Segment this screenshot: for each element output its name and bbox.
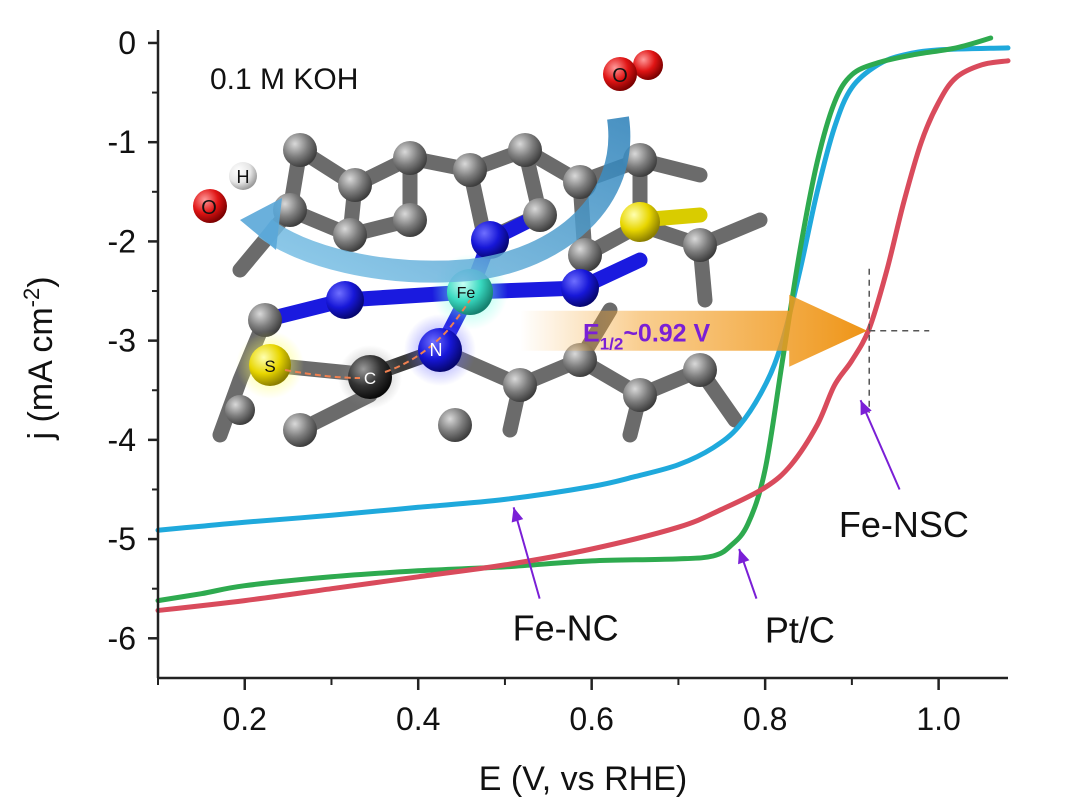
atom-label-s: S [264, 357, 275, 376]
half-wave-suffix: ~0.92 V [623, 320, 710, 348]
x-tick-label: 0.4 [396, 701, 440, 737]
y-tick-label: -2 [108, 223, 136, 259]
atom-label-c: C [364, 369, 376, 388]
half-wave-prefix: E [583, 320, 600, 348]
series-layer [155, 35, 1011, 613]
half-wave-label: E1/2~0.92 V [583, 320, 711, 354]
series-label-pt-c: Pt/C [765, 609, 835, 650]
series-line-fe-nc [155, 45, 1011, 533]
carbon-atoms [225, 133, 717, 447]
label-pointer-line [859, 399, 901, 490]
y-axis-label: j (mA cm-2) [19, 276, 60, 440]
label-pointer-head [738, 549, 750, 565]
x-tick-label: 0.8 [743, 701, 787, 737]
series-label-fe-nc: Fe-NC [513, 607, 619, 648]
half-wave-arrow [520, 294, 868, 367]
y-tick-label: -5 [108, 521, 136, 557]
y-axis-label-main: j (mA cm [22, 307, 60, 440]
electrolyte-label: 0.1 M KOH [210, 63, 358, 96]
reaction-arrow-head [240, 198, 282, 250]
sulfur-atom [249, 344, 291, 386]
sulfur-atom-right [620, 202, 660, 242]
axes: 0.2 0.4 0.6 0.8 1.0 0 -1 -2 -3 -4 -5 -6 [108, 25, 1008, 737]
label-pointer-line [512, 507, 541, 599]
y-tick-label: -1 [108, 124, 136, 160]
label-pointer-head [860, 400, 872, 416]
y-ticks: 0 -1 -2 -3 -4 -5 -6 [108, 25, 158, 656]
half-wave-marker: E1/2~0.92 V [520, 268, 930, 413]
o2-molecule: O [603, 50, 663, 91]
atom-label-fe: Fe [457, 285, 476, 302]
reaction-curve-arrow [258, 116, 631, 283]
x-ticks: 0.2 0.4 0.6 0.8 1.0 [157, 678, 961, 737]
oh-molecule: H O [193, 162, 257, 223]
series-label-layer: Fe-NC Pt/C Fe-NSC [511, 399, 969, 650]
h-label: H [237, 167, 250, 187]
atom-label-n: N [430, 340, 443, 360]
x-tick-label: 1.0 [916, 701, 960, 737]
y-axis-label-superscript: -2 [19, 288, 44, 308]
y-axis-label-close: ) [22, 276, 60, 287]
half-wave-subscript: 1/2 [600, 335, 624, 354]
o-label: O [201, 197, 217, 219]
carbon-atom-highlight [348, 355, 392, 399]
series-line-pt-c [155, 35, 994, 604]
y-tick-label: -4 [108, 422, 136, 458]
interaction-dashes [284, 299, 471, 379]
x-axis-label: E (V, vs RHE) [479, 760, 687, 798]
x-tick-label: 0.6 [569, 701, 613, 737]
y-tick-label: -3 [108, 323, 136, 359]
y-tick-label: -6 [108, 620, 136, 656]
x-tick-label: 0.2 [222, 701, 266, 737]
nitrogen-atom-highlight [418, 328, 462, 372]
fe-nsc-structure-illustration: S C N Fe O H O [193, 50, 768, 447]
series-label-fe-nsc: Fe-NSC [839, 504, 969, 545]
y-tick-label: 0 [118, 25, 136, 61]
nitrogen-atoms [326, 221, 599, 319]
label-pointer-head [511, 507, 524, 523]
o2-label: O [612, 65, 628, 87]
series-line-fe-nsc [155, 58, 1011, 613]
